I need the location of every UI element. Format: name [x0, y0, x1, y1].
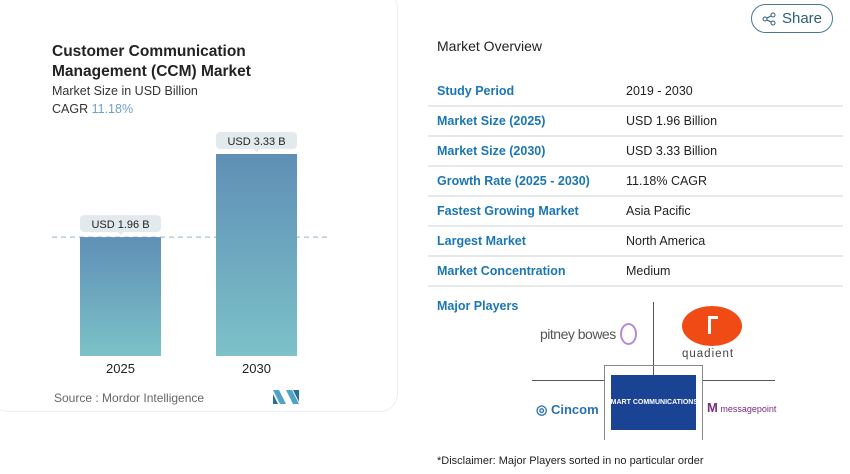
data-label-pointer — [253, 149, 260, 152]
row-label: Market Size (2025) — [437, 114, 546, 128]
row-label: Study Period — [437, 84, 515, 98]
bar-2025 — [80, 237, 161, 356]
chart-card — [0, 0, 398, 412]
overview-row: Largest Market North America — [428, 227, 843, 257]
player-cincom: ◎ Cincom — [536, 402, 599, 417]
cagr-value: 11.18% — [91, 102, 134, 116]
x-tick-label: 2025 — [106, 361, 135, 376]
overview-row: Growth Rate (2025 - 2030) 11.18% CAGR — [428, 167, 843, 197]
chart-title: Customer Communication Management (CCM) … — [52, 43, 251, 80]
data-label: USD 1.96 B — [91, 219, 149, 231]
data-label: USD 3.33 B — [227, 136, 285, 148]
disclaimer: *Disclaimer: Major Players sorted in no … — [437, 455, 704, 467]
source-text: Source : Mordor Intelligence — [54, 391, 205, 405]
overview-row: Fastest Growing Market Asia Pacific — [428, 197, 843, 227]
row-label: Market Concentration — [437, 264, 566, 278]
row-value: 11.18% CAGR — [626, 174, 708, 188]
player-smart-communications: SMART COMMUNICATIONS — [606, 375, 698, 430]
data-label-bg — [216, 132, 297, 149]
market-overview-title: Market Overview — [437, 38, 543, 54]
data-label-bg — [80, 215, 161, 233]
player-pitney-bowes: pitney bowes — [540, 326, 616, 342]
overview-row: Study Period 2019 - 2030 — [428, 77, 843, 107]
data-label-pointer — [117, 232, 124, 236]
row-label: Market Size (2030) — [437, 144, 546, 158]
overview-row: Market Size (2030) USD 3.33 Billion — [428, 137, 843, 167]
bar-2030 — [216, 154, 297, 356]
row-value: USD 3.33 Billion — [626, 144, 718, 158]
row-value: USD 1.96 Billion — [626, 114, 718, 128]
row-label: Fastest Growing Market — [437, 204, 579, 218]
overview-row: Market Concentration Medium — [428, 257, 843, 287]
quadient-logo-icon — [682, 306, 742, 346]
share-button[interactable]: Share — [751, 4, 833, 33]
player-messagepoint: M messagepoint — [707, 400, 777, 415]
cagr: CAGR 11.18% — [52, 102, 133, 116]
chart-subtitle: Market Size in USD Billion — [52, 84, 198, 98]
pitney-bowes-logo-icon — [620, 323, 637, 345]
overview-row: Market Size (2025) USD 1.96 Billion — [428, 107, 843, 137]
row-label: Largest Market — [437, 234, 526, 248]
x-tick-label: 2030 — [242, 361, 271, 376]
row-label: Growth Rate (2025 - 2030) — [437, 174, 590, 188]
mordor-logo-icon — [273, 390, 299, 404]
major-players-label: Major Players — [437, 299, 519, 313]
row-value: North America — [626, 234, 706, 248]
player-quadient: quadient — [682, 348, 735, 360]
bar-chart: USD 1.96 B 2025 USD 3.33 B 2030 — [52, 132, 328, 376]
row-value: 2019 - 2030 — [626, 84, 693, 98]
row-value: Asia Pacific — [626, 204, 691, 218]
row-value: Medium — [626, 264, 671, 278]
share-label: Share — [781, 10, 823, 27]
share-icon — [762, 12, 776, 25]
cagr-label: CAGR — [52, 102, 89, 116]
